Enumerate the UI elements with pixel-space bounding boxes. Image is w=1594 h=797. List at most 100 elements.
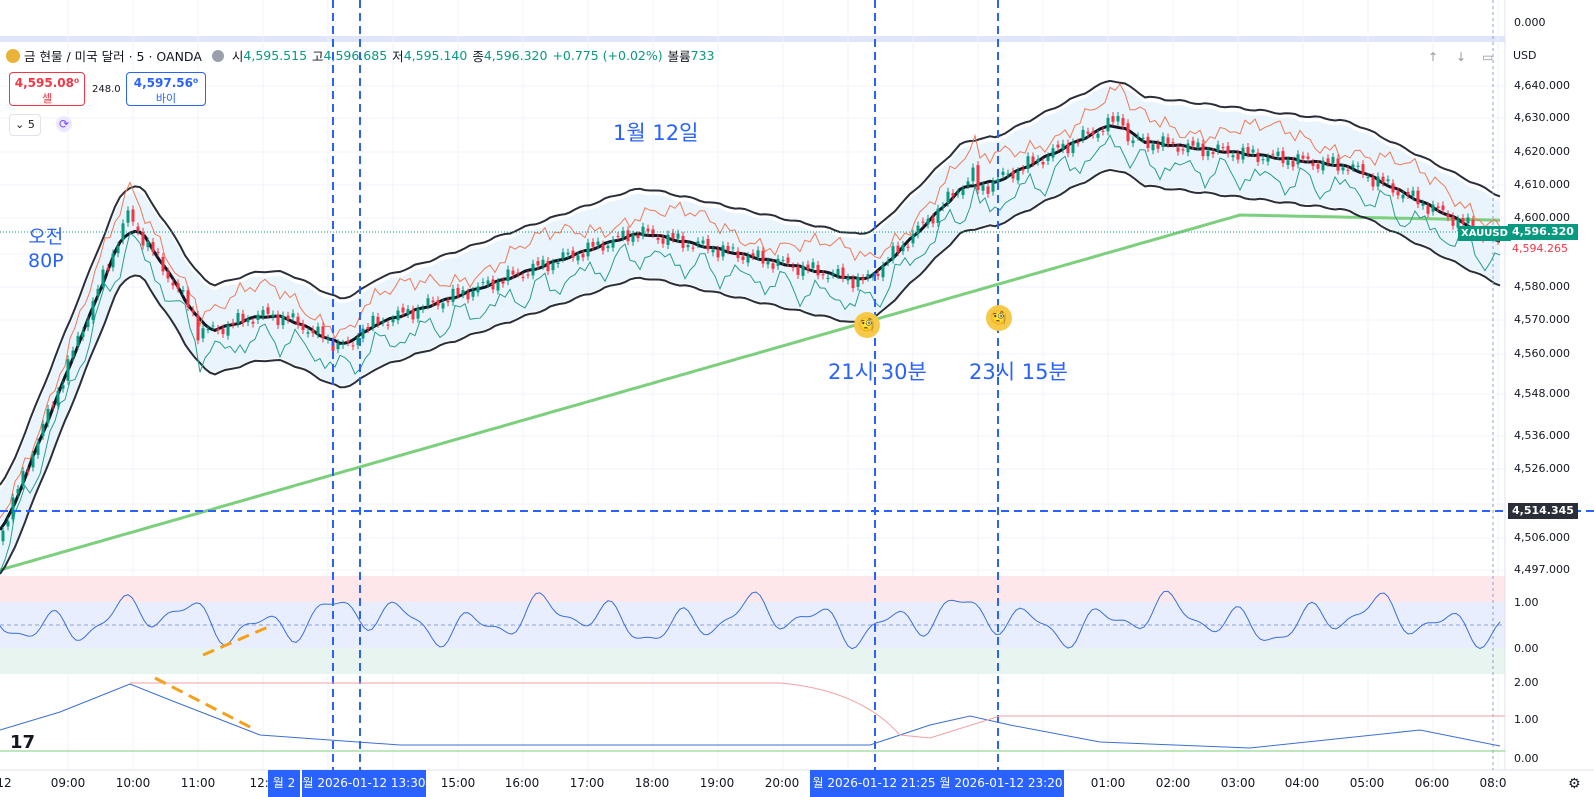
- band-fill: [0, 85, 1500, 572]
- price-scale-label: 4,580.000: [1514, 280, 1570, 293]
- candle-body: [1211, 152, 1215, 155]
- candle-body: [1096, 133, 1100, 138]
- last-price-tag: 4,596.320: [1508, 224, 1578, 240]
- candle-body: [846, 277, 850, 281]
- candle-body: [756, 250, 760, 258]
- candle-body: [551, 262, 555, 271]
- candle-body: [181, 289, 185, 292]
- buy-button[interactable]: 4,597.56⁰ 바이: [126, 72, 206, 106]
- candle-body: [1326, 158, 1330, 163]
- candle-body: [701, 240, 705, 244]
- top-scale-value: 0.000: [1514, 16, 1546, 29]
- candle-body: [736, 251, 740, 259]
- candle-body: [1336, 158, 1340, 171]
- open-value: 4,595.515: [243, 48, 308, 63]
- candle-body: [106, 267, 110, 270]
- candle-body: [1206, 150, 1210, 157]
- low-label: 저: [392, 49, 404, 64]
- candle-body: [41, 423, 45, 436]
- candle-body: [1401, 194, 1405, 199]
- candle-body: [1101, 130, 1105, 132]
- candle-body: [996, 179, 1000, 183]
- time-axis-label: 15:00: [440, 776, 476, 790]
- candle-body: [291, 313, 295, 318]
- candle-body: [1371, 177, 1375, 187]
- osc-zone-low: [0, 648, 1505, 674]
- tradingview-logo-icon[interactable]: 17: [10, 732, 36, 753]
- candle-body: [376, 316, 380, 324]
- candle-body: [706, 239, 710, 250]
- timeframe-value: 5: [27, 118, 35, 131]
- candle-body: [71, 350, 75, 358]
- candle-body: [1411, 190, 1415, 197]
- candle-body: [1021, 169, 1025, 171]
- low-value: 4,595.140: [403, 48, 468, 63]
- candle-body: [201, 328, 205, 339]
- arrow-up-icon[interactable]: ↑: [1428, 50, 1439, 64]
- close-value: 4,596.320: [483, 48, 548, 63]
- candle-body: [751, 253, 755, 257]
- morning-annotation-line2: 80P: [28, 250, 64, 272]
- candle-body: [351, 345, 355, 347]
- settings-gear-icon[interactable]: ⚙: [1568, 776, 1581, 792]
- candle-body: [1321, 160, 1325, 171]
- timeframe-selector[interactable]: ⌄ 5: [9, 114, 41, 136]
- candle-body: [21, 471, 25, 486]
- candle-body: [191, 310, 195, 313]
- candle-body: [586, 242, 590, 257]
- legend-bar: 금 현물 / 미국 달러 · 5 · OANDA 시 4,595.515 고 4,5…: [6, 46, 720, 65]
- candle-body: [1271, 153, 1275, 155]
- candle-body: [596, 241, 600, 246]
- candle-body: [1081, 129, 1085, 139]
- thinking-face-icon[interactable]: 🧐: [986, 305, 1012, 331]
- candle-body: [36, 442, 40, 455]
- envelope-low: [0, 134, 1501, 573]
- eye-icon[interactable]: [211, 49, 224, 62]
- osc-scale-1: 1.00: [1514, 596, 1539, 609]
- time-tag-4: 월 2026-01-12 23:20: [938, 770, 1064, 797]
- candle-body: [471, 291, 475, 297]
- candle-body: [441, 303, 445, 309]
- candle-body: [371, 315, 375, 328]
- time-tag-2: 월 2026-01-12 13:30: [302, 770, 426, 797]
- time-axis-label: 09:00: [50, 776, 86, 790]
- sell-label: 셀: [41, 92, 53, 105]
- oscillator2-signal: [130, 682, 1505, 739]
- candle-body: [481, 282, 485, 284]
- arrow-down-icon[interactable]: ↓: [1456, 50, 1467, 64]
- candle-body: [836, 269, 840, 276]
- candle-body: [1091, 131, 1095, 135]
- candle-body: [1306, 156, 1310, 159]
- candle-body: [1286, 160, 1290, 165]
- candle-body: [391, 319, 395, 323]
- candle-body: [1216, 144, 1220, 151]
- candle-body: [1341, 167, 1345, 171]
- time-tag-3: 월 2026-01-12 21:25: [810, 770, 938, 797]
- high-label: 고: [312, 49, 324, 64]
- candle-body: [1471, 219, 1475, 232]
- time-annotation-2: 23시 15분: [969, 360, 1068, 384]
- sell-button[interactable]: 4,595.08⁰ 셀: [9, 72, 85, 106]
- candle-body: [1046, 156, 1050, 162]
- candle-body: [781, 260, 785, 262]
- candle-body: [1191, 140, 1195, 146]
- candle-body: [431, 300, 435, 303]
- candle-body: [981, 185, 985, 191]
- time-axis-label: 05:00: [1349, 776, 1385, 790]
- refresh-icon[interactable]: ⟳: [56, 116, 72, 132]
- candle-body: [986, 186, 990, 194]
- time-axis-label: 01:00: [1090, 776, 1126, 790]
- currency-label[interactable]: USD: [1513, 49, 1537, 62]
- symbol-title[interactable]: 금 현물 / 미국 달러 · 5 · OANDA: [24, 49, 202, 64]
- candle-body: [1291, 160, 1295, 167]
- candle-body: [91, 301, 95, 320]
- candle-body: [1121, 118, 1125, 126]
- candle-body: [1466, 217, 1470, 224]
- candle-body: [926, 218, 930, 225]
- candle-body: [671, 232, 675, 239]
- restore-icon[interactable]: ▭: [1482, 50, 1494, 64]
- candle-body: [956, 192, 960, 194]
- candle-body: [591, 242, 595, 247]
- thinking-face-icon[interactable]: 🧐: [854, 312, 880, 338]
